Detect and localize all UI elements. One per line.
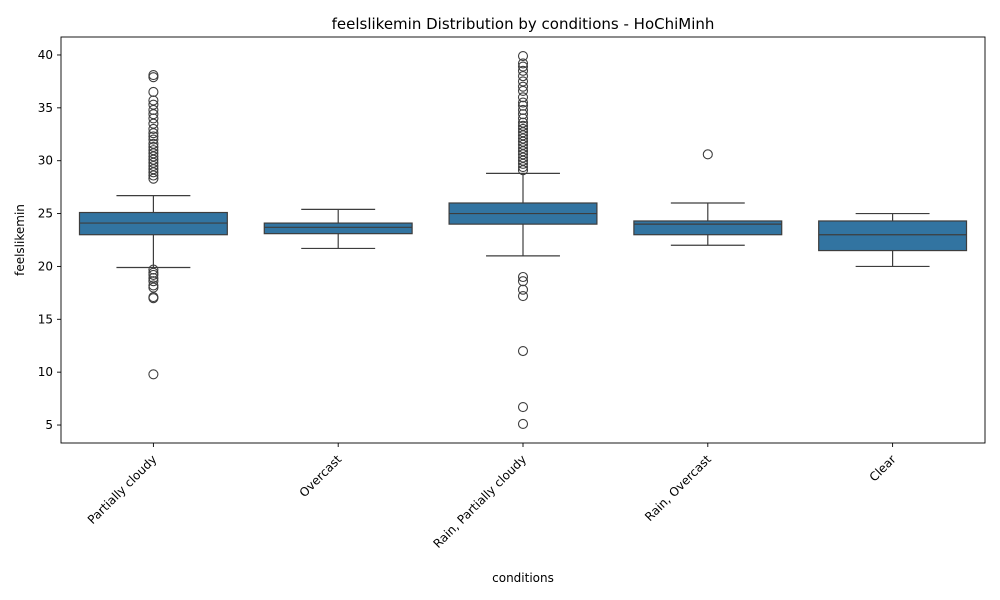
outlier-point — [148, 131, 159, 142]
outlier-point — [148, 145, 159, 156]
box-group — [78, 70, 228, 380]
box-group — [448, 50, 598, 430]
y-tick-label: 5 — [45, 418, 53, 432]
outlier-point — [517, 402, 529, 413]
x-axis-label: conditions — [492, 571, 554, 585]
outlier-point — [517, 50, 529, 62]
outlier-point — [517, 290, 529, 302]
outlier-point — [517, 92, 529, 103]
outlier-point — [517, 104, 529, 116]
outlier-point — [148, 267, 159, 278]
outlier-point — [148, 369, 159, 380]
box-group — [263, 208, 413, 250]
plot-area — [78, 50, 968, 430]
outlier-point — [148, 141, 159, 153]
chart-title: feelslikemin Distribution by conditions … — [332, 15, 715, 33]
y-tick-label: 20 — [38, 259, 53, 273]
outlier-point — [517, 58, 529, 69]
outlier-point — [517, 345, 529, 357]
outlier-point — [517, 81, 529, 92]
outlier-point — [148, 134, 159, 145]
iqr-box — [633, 220, 783, 236]
outlier-point — [517, 76, 529, 87]
outlier-point — [517, 123, 529, 135]
outlier-point — [517, 276, 529, 287]
outlier-point — [517, 61, 529, 72]
y-axis-label: feelslikemin — [13, 204, 27, 276]
box-group — [818, 212, 968, 268]
outlier-point — [517, 97, 529, 108]
y-tick-label: 15 — [38, 312, 53, 326]
outlier-point — [148, 280, 159, 291]
y-tick-label: 25 — [38, 207, 53, 221]
iqr-box — [263, 222, 413, 235]
y-tick-label: 10 — [38, 365, 53, 379]
outlier-point — [517, 271, 529, 283]
outlier-point — [148, 70, 159, 81]
y-tick-label: 40 — [38, 48, 53, 62]
box-group — [633, 149, 783, 246]
outlier-point — [148, 99, 159, 110]
y-tick-label: 35 — [38, 101, 53, 115]
iqr-box — [818, 220, 968, 252]
outlier-point — [148, 264, 159, 275]
y-tick-label: 30 — [38, 154, 53, 168]
outlier-point — [517, 65, 529, 76]
outlier-point — [148, 86, 159, 98]
outlier-point — [517, 120, 529, 131]
outlier-point — [148, 123, 159, 135]
outlier-point — [517, 418, 529, 430]
outlier-point — [702, 149, 713, 160]
outlier-point — [148, 138, 159, 149]
